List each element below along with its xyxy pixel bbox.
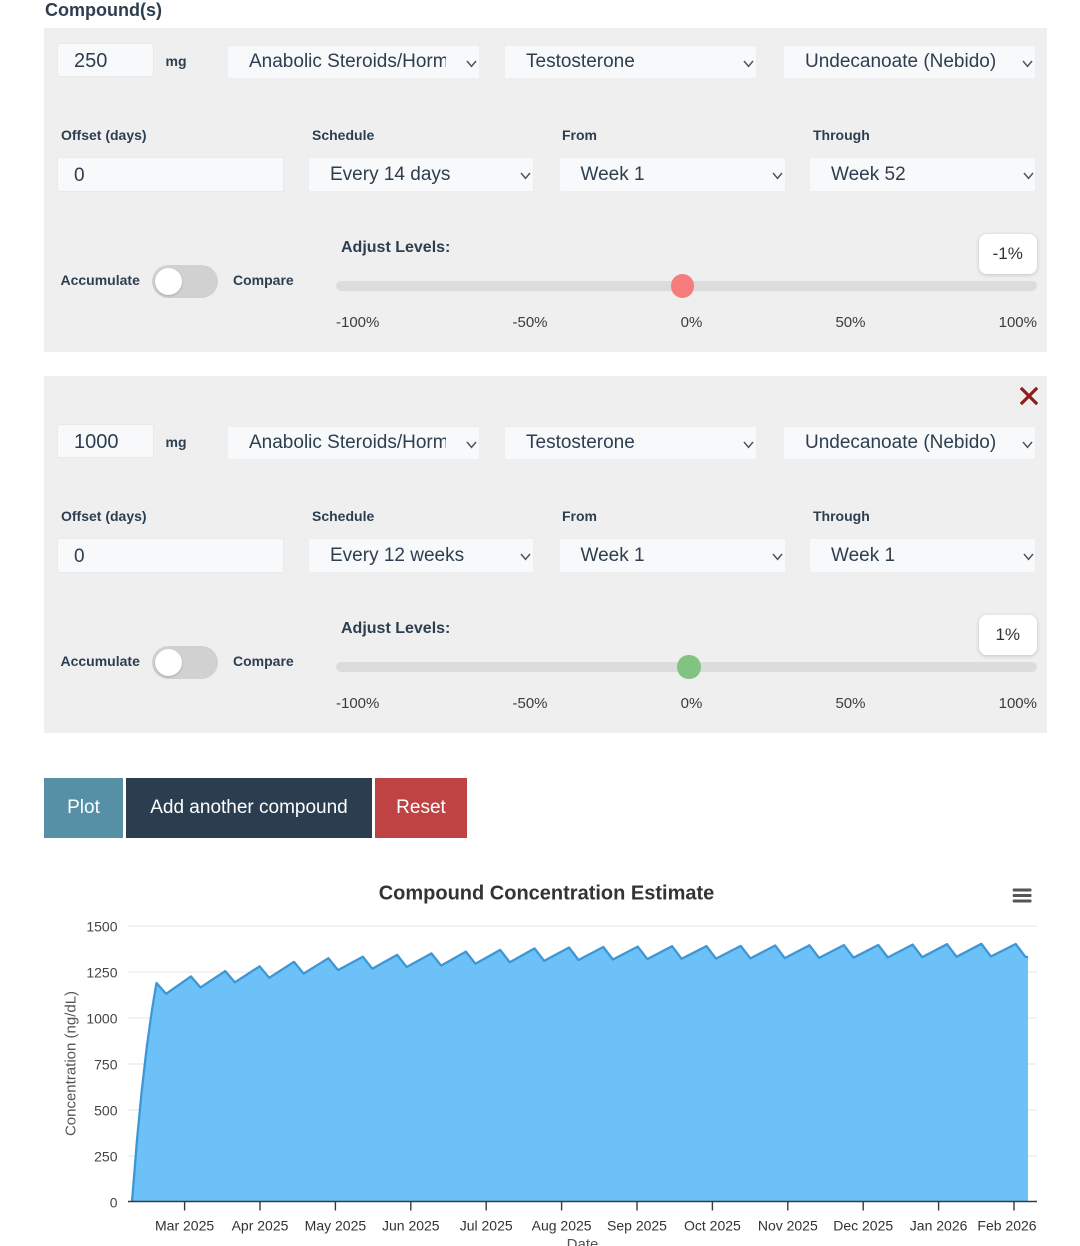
svg-text:Apr 2025: Apr 2025 xyxy=(232,1218,289,1234)
svg-text:Oct 2025: Oct 2025 xyxy=(684,1218,741,1234)
svg-text:1000: 1000 xyxy=(86,1011,117,1027)
svg-text:1250: 1250 xyxy=(86,965,117,981)
svg-text:Jul 2025: Jul 2025 xyxy=(460,1218,513,1234)
svg-text:500: 500 xyxy=(94,1103,118,1119)
svg-text:Mar 2025: Mar 2025 xyxy=(155,1218,214,1234)
svg-text:Jun 2025: Jun 2025 xyxy=(382,1218,440,1234)
svg-text:1500: 1500 xyxy=(86,919,117,935)
svg-text:Concentration (ng/dL): Concentration (ng/dL) xyxy=(63,991,80,1136)
svg-text:0: 0 xyxy=(110,1195,118,1211)
svg-text:Date: Date xyxy=(567,1236,599,1246)
svg-text:Sep 2025: Sep 2025 xyxy=(607,1218,667,1234)
svg-text:Compound Concentration Estimat: Compound Concentration Estimate xyxy=(379,883,715,905)
svg-text:Jan 2026: Jan 2026 xyxy=(910,1218,968,1234)
svg-text:750: 750 xyxy=(94,1057,118,1073)
svg-text:Nov 2025: Nov 2025 xyxy=(758,1218,818,1234)
svg-text:May 2025: May 2025 xyxy=(305,1218,367,1234)
svg-text:250: 250 xyxy=(94,1149,118,1165)
svg-text:Dec 2025: Dec 2025 xyxy=(833,1218,893,1234)
svg-text:Aug 2025: Aug 2025 xyxy=(532,1218,592,1234)
svg-text:Feb 2026: Feb 2026 xyxy=(977,1218,1036,1234)
